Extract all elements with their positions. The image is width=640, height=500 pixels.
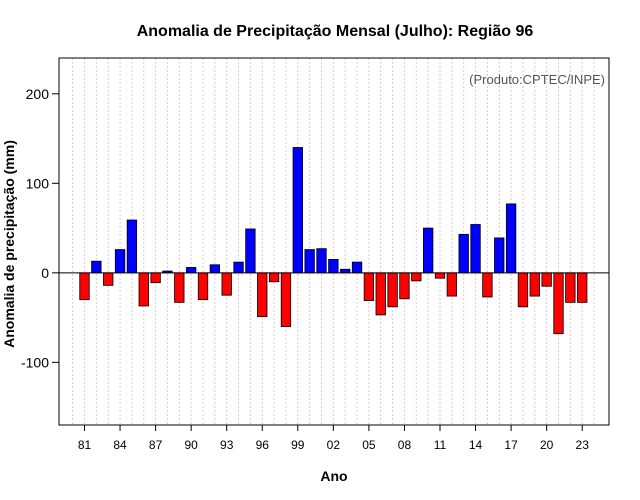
bar-04 — [351, 261, 363, 274]
bar-10 — [422, 227, 434, 274]
bar-02 — [328, 259, 339, 274]
bar-18 — [517, 272, 529, 308]
bar-92 — [209, 264, 221, 274]
bar-94 — [233, 261, 244, 274]
grid-lines — [72, 58, 595, 425]
y-axis-label: Anomalia de precipitação (mm) — [1, 140, 17, 348]
bar-23 — [577, 272, 588, 303]
bar-22 — [565, 272, 576, 303]
x-tick-label: 08 — [398, 438, 412, 452]
bar-01 — [316, 248, 327, 274]
x-tick-label: 96 — [256, 438, 270, 452]
x-tick-label: 84 — [113, 438, 127, 452]
bar-03 — [340, 268, 351, 274]
bar-95 — [245, 228, 256, 274]
bar-84 — [114, 249, 126, 274]
y-tick-label: -100 — [21, 354, 49, 370]
bar-89 — [174, 272, 185, 303]
x-tick-label: 05 — [362, 438, 376, 452]
y-tick-label: 0 — [41, 265, 49, 281]
x-tick-label: 99 — [291, 438, 305, 452]
bar-21 — [553, 272, 564, 335]
credit-label: (Produto:CPTEC/INPE) — [469, 72, 605, 87]
bar-81 — [79, 272, 90, 301]
bar-19 — [529, 272, 540, 297]
x-tick-label: 20 — [540, 438, 554, 452]
bar-16 — [494, 237, 505, 274]
chart-title: Anomalia de Precipitação Mensal (Julho):… — [137, 23, 534, 40]
y-tick-label: 100 — [26, 175, 50, 191]
x-tick-label: 02 — [327, 438, 341, 452]
bar-12 — [446, 272, 458, 297]
bar-09 — [411, 272, 422, 282]
x-tick-label: 81 — [78, 438, 92, 452]
x-tick-label: 23 — [576, 438, 590, 452]
y-tick-label: 200 — [26, 86, 50, 102]
bar-90 — [185, 267, 197, 274]
bar-96 — [257, 272, 268, 318]
plot-frame — [58, 57, 610, 426]
bar-86 — [138, 272, 149, 307]
bar-17 — [505, 203, 517, 274]
bar-82 — [91, 260, 102, 274]
x-axis-label: Ano — [320, 468, 347, 484]
bar-91 — [197, 272, 209, 301]
bar-06 — [375, 272, 386, 316]
x-tick-label: 11 — [434, 438, 447, 452]
bar-93 — [221, 272, 232, 296]
bar-08 — [399, 272, 410, 300]
x-tick-label: 90 — [184, 438, 198, 452]
x-tick-label: 87 — [149, 438, 163, 452]
bar-87 — [150, 272, 161, 284]
x-axis: 81 84 87 90 93 96 99 02 05 08 11 14 17 20 23 — [78, 425, 589, 452]
bar-07 — [387, 272, 398, 308]
bar-05 — [363, 272, 375, 301]
bar-15 — [482, 272, 493, 298]
bar-20 — [541, 272, 552, 287]
bar-98 — [280, 272, 292, 327]
y-axis: -100 0 100 200 — [21, 86, 59, 370]
bar-83 — [103, 272, 114, 286]
bar-13 — [458, 233, 469, 274]
bar-97 — [268, 272, 280, 283]
bar-11 — [434, 272, 446, 279]
x-tick-label: 17 — [504, 438, 518, 452]
bar-14 — [470, 224, 481, 274]
bar-85 — [126, 219, 138, 274]
x-tick-label: 93 — [220, 438, 234, 452]
bar-00 — [304, 249, 315, 274]
x-tick-label: 14 — [469, 438, 483, 452]
bar-99 — [292, 147, 303, 274]
